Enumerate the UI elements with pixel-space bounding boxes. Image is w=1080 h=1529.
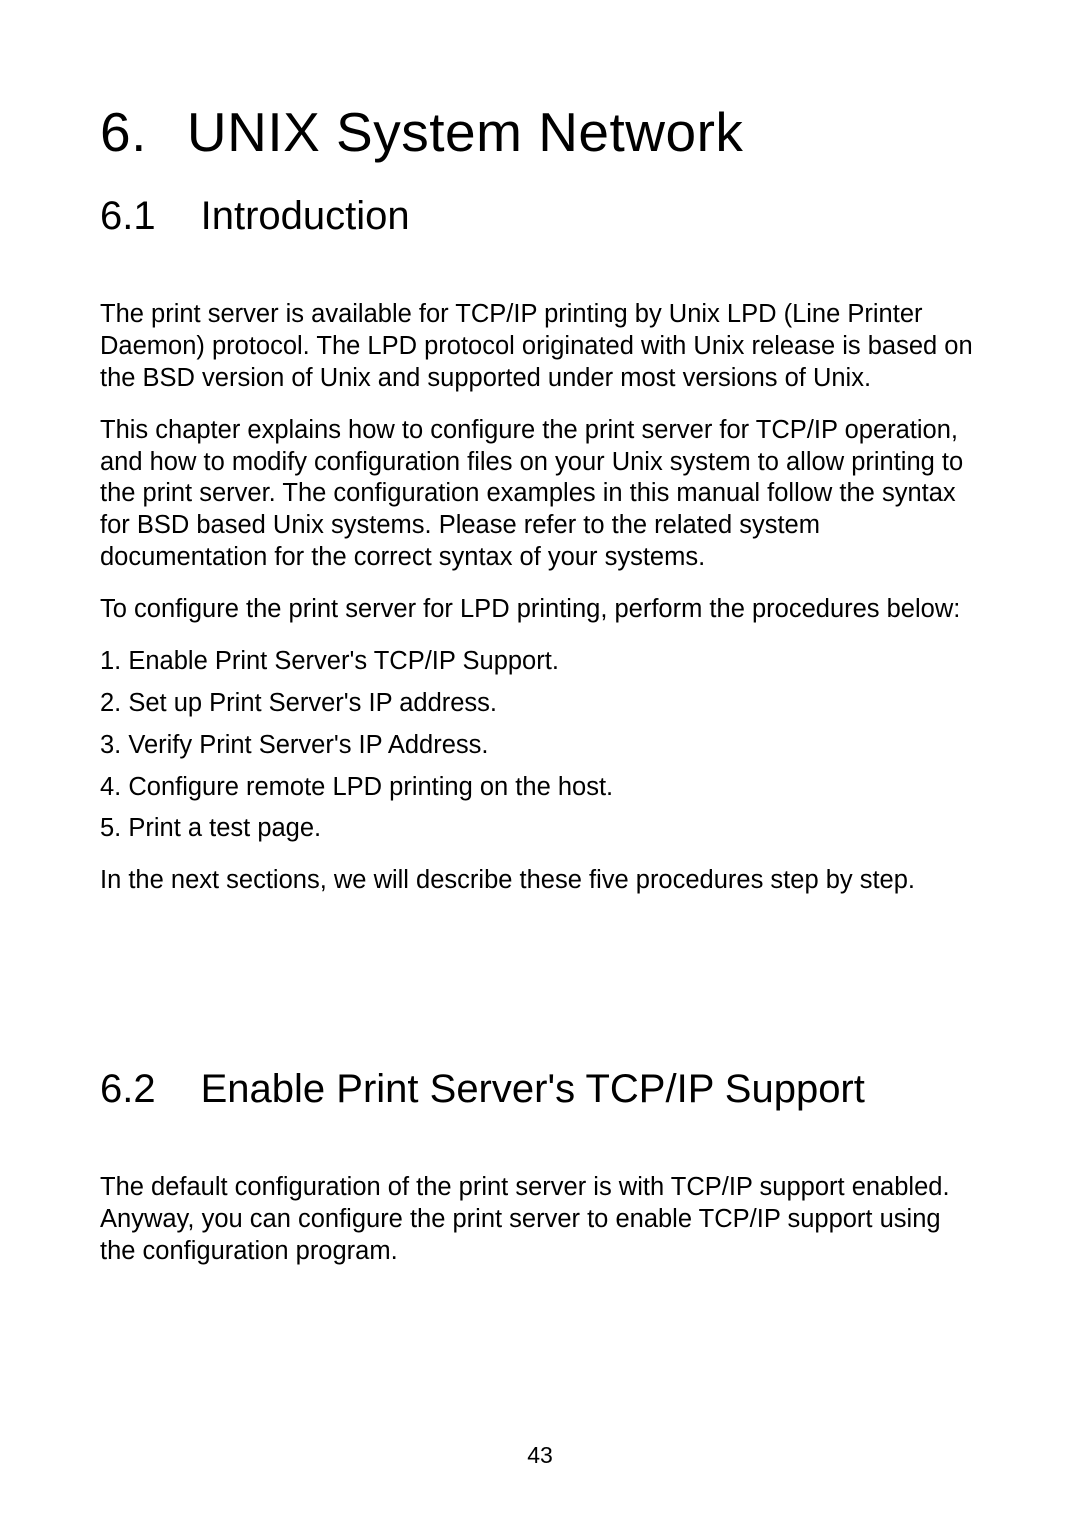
list-item: 2. Set up Print Server's IP address. bbox=[100, 688, 980, 720]
chapter-title-text: UNIX System Network bbox=[187, 101, 744, 163]
section-1-number: 6.1 bbox=[100, 194, 156, 239]
section-2-number: 6.2 bbox=[100, 1067, 156, 1112]
section-1-para-2: This chapter explains how to configure t… bbox=[100, 415, 980, 574]
list-item: 5. Print a test page. bbox=[100, 813, 980, 845]
section-1-heading: 6.1 Introduction bbox=[100, 194, 980, 239]
section-2-heading: 6.2 Enable Print Server's TCP/IP Support bbox=[100, 1067, 980, 1112]
section-1-para-1: The print server is available for TCP/IP… bbox=[100, 299, 980, 395]
list-item: 1. Enable Print Server's TCP/IP Support. bbox=[100, 646, 980, 678]
section-spacer bbox=[100, 917, 980, 1037]
procedure-list: 1. Enable Print Server's TCP/IP Support.… bbox=[100, 646, 980, 845]
chapter-title: 6. UNIX System Network bbox=[100, 100, 980, 164]
list-item: 3. Verify Print Server's IP Address. bbox=[100, 730, 980, 762]
chapter-number: 6. bbox=[100, 100, 147, 164]
page-number: 43 bbox=[0, 1442, 1080, 1469]
section-1-para-4: In the next sections, we will describe t… bbox=[100, 865, 980, 897]
section-1-title: Introduction bbox=[201, 194, 410, 238]
section-2-title: Enable Print Server's TCP/IP Support bbox=[201, 1067, 865, 1111]
section-2-para-1: The default configuration of the print s… bbox=[100, 1172, 980, 1268]
section-1-para-3: To configure the print server for LPD pr… bbox=[100, 594, 980, 626]
list-item: 4. Configure remote LPD printing on the … bbox=[100, 772, 980, 804]
